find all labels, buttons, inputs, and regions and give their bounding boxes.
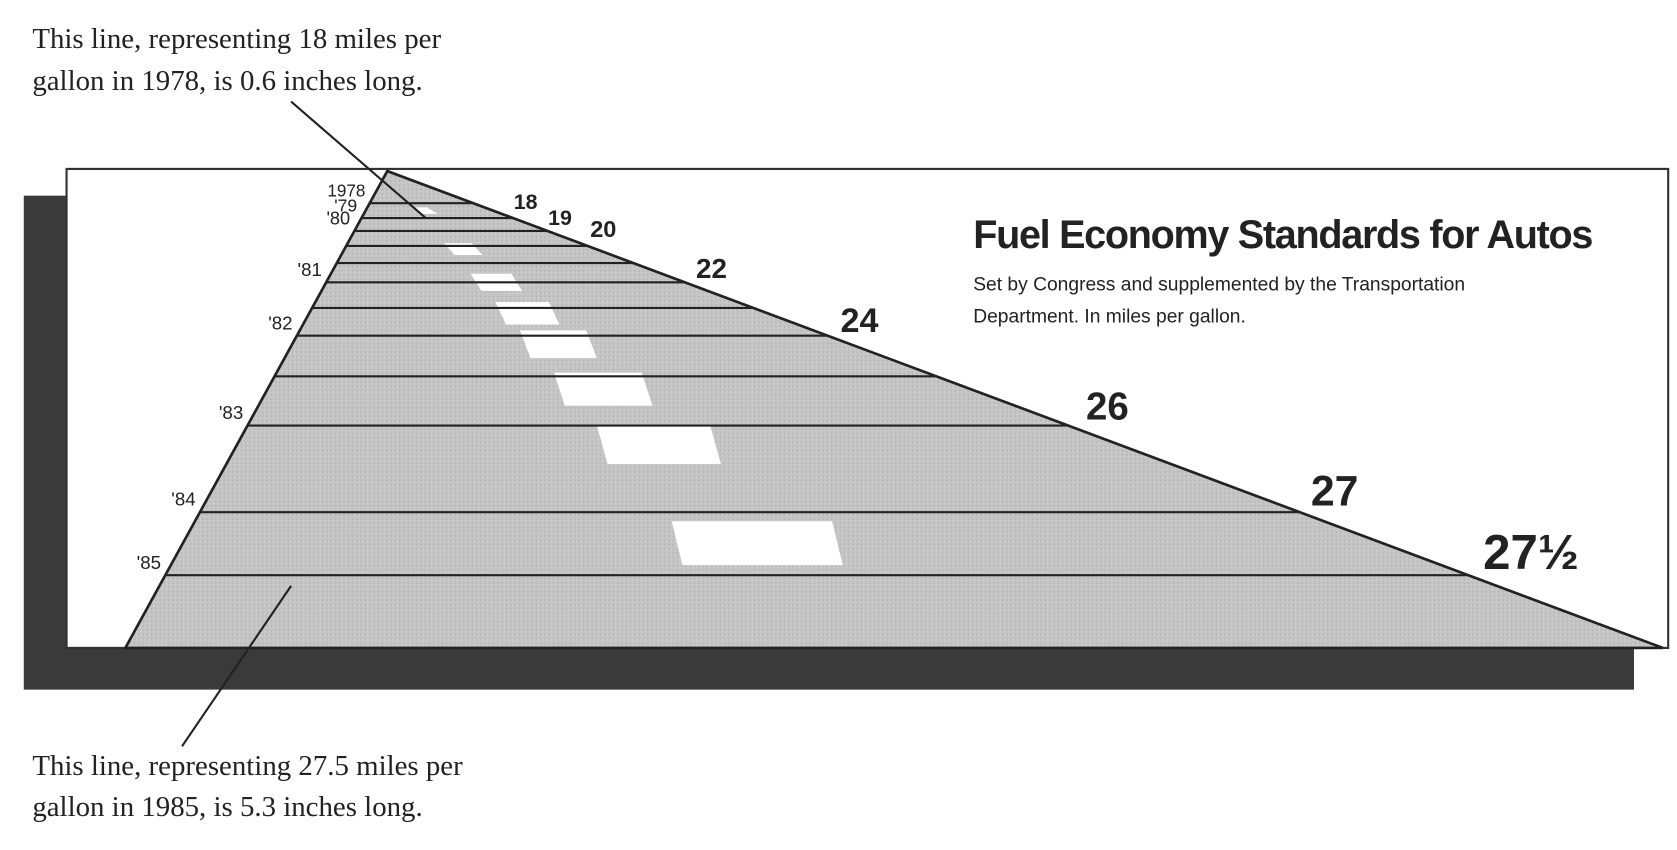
chart: 197818'7919'8020'8122'8224'8326'8427'852…	[0, 0, 1677, 850]
year-label: '83	[219, 402, 243, 423]
annotation: gallon in 1985, is 5.3 inches long.	[32, 791, 422, 823]
year-label: '84	[171, 489, 195, 510]
value-label: 20	[590, 216, 616, 242]
value-label: 27½	[1483, 525, 1579, 580]
value-label: 26	[1086, 386, 1129, 429]
annotation: This line, representing 18 miles per	[32, 23, 441, 55]
year-label: '81	[298, 259, 322, 280]
lane-dash	[495, 302, 559, 324]
lane-dash	[554, 373, 652, 406]
lane-dash	[597, 426, 721, 464]
value-label: 22	[696, 253, 727, 284]
annotation: gallon in 1978, is 0.6 inches long.	[32, 65, 422, 97]
lane-dash	[672, 521, 843, 565]
value-label: 19	[548, 206, 572, 230]
value-label: 27	[1311, 467, 1359, 515]
year-label: '82	[268, 312, 292, 333]
subtitle: Set by Congress and supplemented by the …	[973, 275, 1465, 296]
year-label: '85	[137, 552, 161, 573]
value-label: 24	[840, 302, 878, 340]
lane-dash	[520, 330, 597, 358]
subtitle: Department. In miles per gallon.	[973, 307, 1246, 328]
value-label: 18	[514, 190, 538, 214]
annotation: This line, representing 27.5 miles per	[32, 750, 463, 782]
year-label: '80	[326, 209, 350, 229]
chart-title: Fuel Economy Standards for Autos	[973, 213, 1592, 257]
